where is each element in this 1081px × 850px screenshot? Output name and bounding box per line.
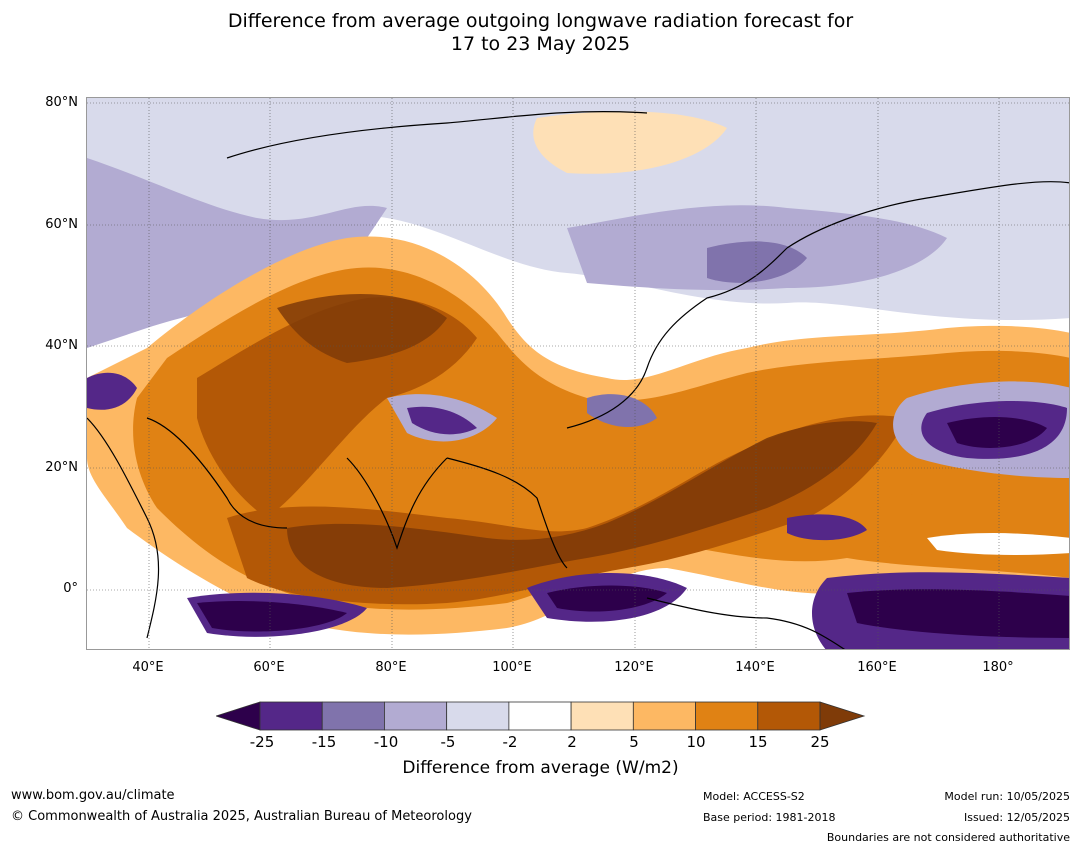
anomaly-zone [547, 585, 667, 612]
anomaly-zone [847, 589, 1069, 638]
anomaly-field [87, 98, 1069, 649]
colorbar-tick: 10 [686, 733, 706, 751]
title-line-1: Difference from average outgoing longwav… [227, 10, 854, 32]
coastline [566, 247, 788, 429]
anomaly-zone [533, 111, 727, 174]
coastline [346, 457, 448, 550]
lat-label: 60°N [45, 217, 78, 232]
anomaly-zone [947, 416, 1047, 448]
lat-label: 0° [63, 581, 78, 596]
title-line-2: 17 to 23 May 2025 [450, 33, 631, 55]
coastline [146, 417, 288, 529]
colorbar-tick: 25 [810, 733, 830, 751]
footer-model-run: Model run: 10/05/2025 [944, 790, 1070, 803]
anomaly-zone [587, 394, 657, 428]
colorbar-segment [384, 701, 448, 731]
lon-label: 60°E [253, 660, 285, 675]
anomaly-zone [287, 421, 877, 588]
lon-label: 180° [982, 660, 1014, 675]
anomaly-zone [277, 294, 447, 363]
coastline [446, 457, 568, 569]
colorbar [216, 701, 866, 731]
graticule [87, 98, 1069, 649]
colorbar-tick: 5 [629, 733, 639, 751]
colorbar-tick: -10 [373, 733, 399, 751]
map-title: Difference from average outgoing longwav… [0, 10, 1081, 56]
lon-label: 80°E [375, 660, 407, 675]
anomaly-map [86, 97, 1070, 650]
lon-label: 100°E [492, 660, 532, 675]
lon-label: 160°E [857, 660, 897, 675]
footer-issued: Issued: 12/05/2025 [963, 811, 1070, 824]
colorbar-segment [446, 701, 510, 731]
anomaly-zone [197, 297, 477, 518]
colorbar-tick: -2 [502, 733, 518, 751]
anomaly-zone [707, 241, 807, 283]
colorbar-tick: -5 [440, 733, 456, 751]
lon-label: 40°E [132, 660, 164, 675]
anomaly-zone [197, 601, 347, 632]
anomaly-zone [407, 406, 477, 435]
anomaly-zone [787, 514, 867, 541]
colorbar-tick: -15 [311, 733, 337, 751]
colorbar-tick: -25 [249, 733, 275, 751]
footer-copyright: © Commonwealth of Australia 2025, Austra… [11, 809, 472, 824]
colorbar-segment [632, 701, 696, 731]
coastline [87, 417, 160, 639]
lon-label: 120°E [614, 660, 654, 675]
colorbar-segments [259, 701, 821, 731]
coastline [646, 597, 846, 649]
coastline [786, 181, 1069, 249]
anomaly-zone [87, 372, 137, 410]
colorbar-tick: 15 [748, 733, 768, 751]
colorbar-min-arrow [216, 701, 261, 731]
colorbar-tick: 2 [567, 733, 577, 751]
lat-label: 80°N [45, 95, 78, 110]
footer-boundaries: Boundaries are not considered authoritat… [826, 831, 1070, 844]
footer-model: Model: ACCESS-S2 [703, 790, 805, 803]
colorbar-max-arrow [819, 701, 866, 731]
lat-label: 20°N [45, 460, 78, 475]
anomaly-zone [927, 533, 1069, 555]
colorbar-segment [570, 701, 634, 731]
coastlines [87, 111, 1069, 649]
colorbar-segment [757, 701, 821, 731]
colorbar-segment [259, 701, 323, 731]
colorbar-label: Difference from average (W/m2) [402, 758, 679, 778]
colorbar-segment [321, 701, 385, 731]
colorbar-segment [695, 701, 759, 731]
coastline [226, 111, 648, 159]
lat-label: 40°N [45, 338, 78, 353]
footer-base-period: Base period: 1981-2018 [703, 811, 836, 824]
lon-label: 140°E [735, 660, 775, 675]
anomaly-zone [87, 158, 387, 348]
footer-url: www.bom.gov.au/climate [11, 788, 175, 803]
colorbar-segment [508, 701, 572, 731]
